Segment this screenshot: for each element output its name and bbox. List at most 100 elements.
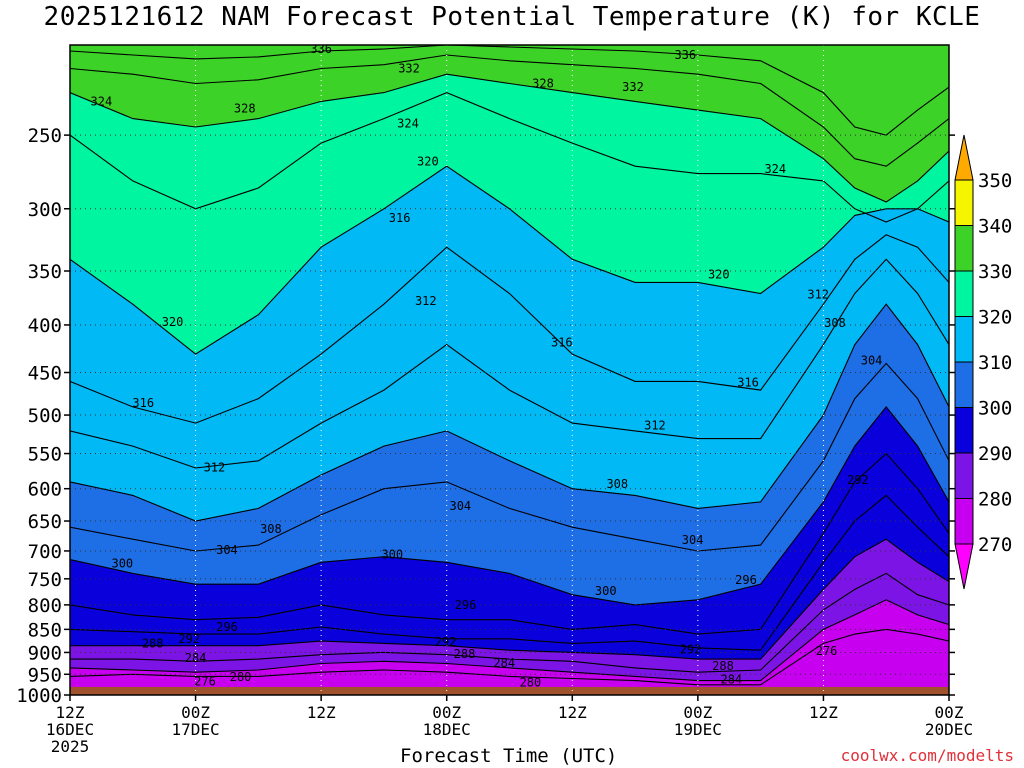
contour-label: 304 <box>449 499 471 513</box>
colorbar-arrow-bottom <box>954 543 974 590</box>
axes: 2503003504004505005506006507007508008509… <box>16 44 973 756</box>
x-tick-label: 2025 <box>51 737 90 756</box>
y-tick-label: 750 <box>28 569 62 591</box>
y-tick-label: 850 <box>28 619 62 641</box>
band-fill-284 <box>70 573 949 695</box>
contour-label: 332 <box>398 62 420 76</box>
colorbar-segment <box>954 452 974 499</box>
contour-label: 296 <box>455 598 477 612</box>
ground-surface <box>70 686 949 695</box>
contour-label: 292 <box>435 635 457 649</box>
y-tick-label: 250 <box>28 125 62 147</box>
contour-label: 328 <box>234 101 256 115</box>
y-tick-label: 550 <box>28 444 62 466</box>
contour-label: 304 <box>216 543 238 557</box>
plot-frame <box>69 44 950 696</box>
contour-label: 280 <box>230 670 252 684</box>
contour-label: 312 <box>807 288 829 302</box>
x-tick-label: 00Z <box>432 703 461 722</box>
contour-label: 312 <box>644 418 666 432</box>
band-fill-280 <box>70 599 949 695</box>
contour-label: 308 <box>260 522 282 536</box>
contour-label: 288 <box>712 659 734 673</box>
x-tick-label: 00Z <box>935 703 964 722</box>
colorbar-label: 350 <box>978 170 1012 192</box>
colorbar: 350 340 330 320 310 300 290 280 270 <box>954 134 1012 590</box>
y-tick-label: 1000 <box>16 685 62 707</box>
isentrope-332 <box>70 54 949 167</box>
colorbar-label: 320 <box>978 307 1012 329</box>
x-tick-label: 17DEC <box>171 720 219 739</box>
x-tick-label: 12Z <box>558 703 587 722</box>
y-tick-label: 400 <box>28 315 62 337</box>
y-tick-label: 950 <box>28 664 62 686</box>
contour-label: 300 <box>595 584 617 598</box>
y-tick-label: 300 <box>28 199 62 221</box>
contour-label: 292 <box>178 632 200 646</box>
contour-label: 304 <box>682 533 704 547</box>
colorbar-label: 290 <box>978 443 1012 465</box>
y-tick-label: 900 <box>28 642 62 664</box>
x-axis-label: Forecast Time (UTC) <box>400 745 618 767</box>
contour-label: 276 <box>194 674 216 688</box>
contour-label: 276 <box>816 644 838 658</box>
colorbar-segment <box>954 316 974 363</box>
x-tick-label: 12Z <box>56 703 85 722</box>
y-tick-label: 600 <box>28 479 62 501</box>
isentrope-308 <box>70 303 949 522</box>
chart-title: 2025121612 NAM Forecast Potential Temper… <box>43 2 981 32</box>
x-tick-label: 12Z <box>809 703 838 722</box>
colorbar-segment <box>954 270 974 317</box>
contour-label: 324 <box>91 94 113 108</box>
y-tick-label: 450 <box>28 363 62 385</box>
contour-label: 296 <box>735 573 757 587</box>
contour-label: 316 <box>737 375 759 389</box>
isentrope-292 <box>70 494 949 651</box>
colorbar-arrow-top <box>954 134 974 181</box>
credit-link[interactable]: coolwx.com/modelts <box>840 746 1014 765</box>
isentrope-316 <box>70 234 949 424</box>
y-tick-label: 700 <box>28 541 62 563</box>
contour-label: 316 <box>132 396 154 410</box>
colorbar-segment <box>954 361 974 408</box>
contour-label: 296 <box>216 620 238 634</box>
contour-label: 288 <box>142 636 164 650</box>
contour-label: 284 <box>493 656 515 670</box>
y-tick-label: 650 <box>28 511 62 533</box>
x-tick-label: 00Z <box>683 703 712 722</box>
isentrope-324 <box>70 92 949 223</box>
colorbar-label: 270 <box>978 534 1012 556</box>
isentrope-304 <box>70 362 949 552</box>
colorbar-label: 340 <box>978 216 1012 238</box>
isentrope-328 <box>70 73 949 203</box>
contour-label: 316 <box>389 211 411 225</box>
contour-label: 308 <box>824 316 846 330</box>
contour-label: 300 <box>381 547 403 561</box>
isentrope-312 <box>70 258 949 469</box>
isentrope-280 <box>70 599 949 682</box>
contour-label: 308 <box>606 477 628 491</box>
colorbar-segment <box>954 179 974 226</box>
contour-label: 280 <box>520 676 542 690</box>
colorbar-label: 280 <box>978 489 1012 511</box>
isentrope-284 <box>70 572 949 673</box>
colorbar-segment <box>954 407 974 454</box>
colorbar-segment <box>954 498 974 545</box>
contour-label: 284 <box>185 651 207 665</box>
contour-label: 300 <box>111 556 133 570</box>
band-fill-288 <box>70 539 949 695</box>
contour-label: 288 <box>454 647 476 661</box>
contour-label: 284 <box>720 672 742 686</box>
contour-label: 304 <box>861 354 883 368</box>
contour-label: 320 <box>417 155 439 169</box>
contour-label: 328 <box>532 76 554 90</box>
contour-label: 312 <box>415 294 437 308</box>
y-tick-label: 500 <box>28 405 62 427</box>
contour-label: 336 <box>310 42 332 56</box>
plot-area: 336 332 328 324 324 320 316 320 312 316 312 308 304 3… <box>70 42 949 695</box>
contour-label: 292 <box>680 642 702 656</box>
x-tick-label: 16DEC <box>46 720 94 739</box>
contour-label: 332 <box>622 80 644 94</box>
x-tick-label: 18DEC <box>423 720 471 739</box>
